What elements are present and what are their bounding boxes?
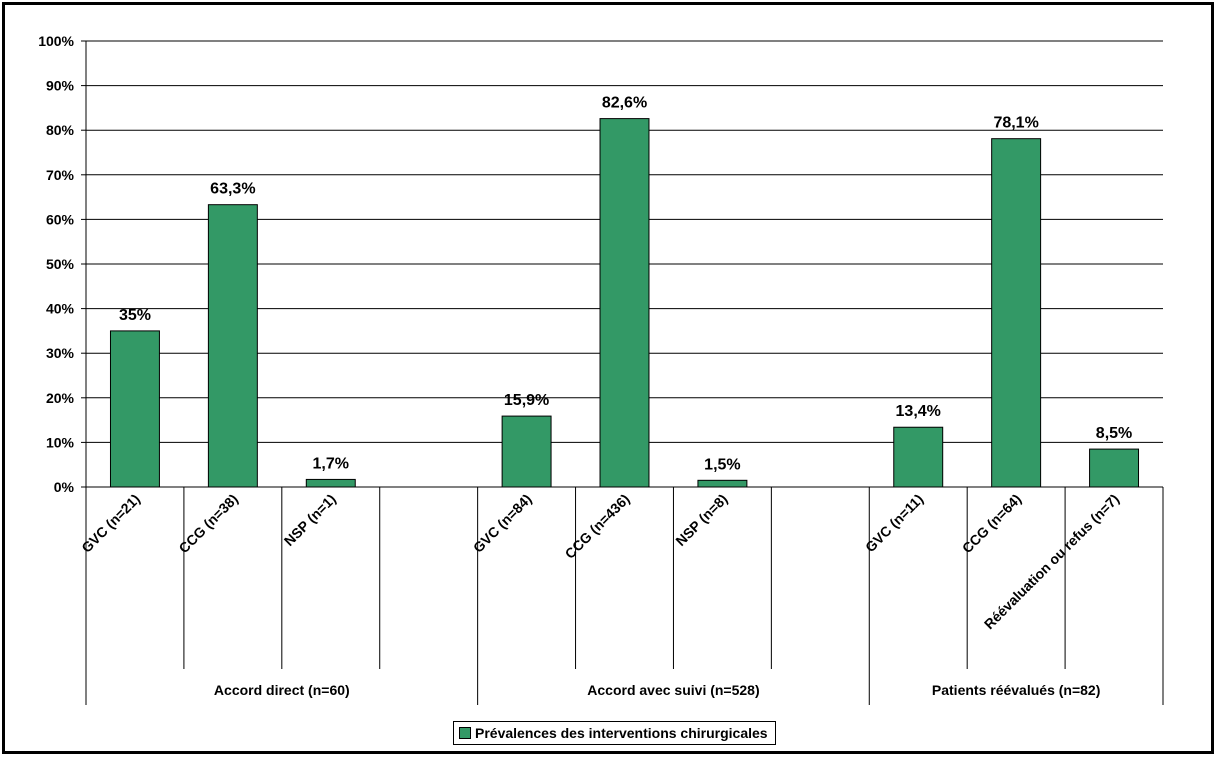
category-label: GVC (n=21) (78, 491, 143, 556)
bar (501, 415, 552, 488)
bar (1089, 448, 1140, 488)
y-tick-label: 30% (46, 345, 75, 361)
group-label: Patients réévalués (n=82) (932, 682, 1100, 698)
category-label: GVC (n=11) (862, 491, 926, 555)
data-labels: 35% 63,3% 1,7% 15,9% 82,6% 1,5% 13,4% 78,1% 8,5% (119, 95, 1132, 474)
legend: Prévalences des interventions chirurgica… (453, 721, 776, 745)
y-tick-label: 90% (46, 78, 75, 94)
category-label: CCG (n=436) (562, 491, 633, 562)
y-tick-label: 100% (38, 33, 74, 49)
y-tick-label: 60% (46, 211, 75, 227)
legend-label: Prévalences des interventions chirurgica… (475, 725, 768, 741)
bar (991, 138, 1042, 488)
category-axis: GVC (n=21) CCG (n=38) NSP (n=1) GVC (n=84) C… (78, 487, 1164, 705)
category-label: CCG (n=38) (175, 491, 240, 556)
category-label: CCG (n=64) (959, 491, 1024, 556)
bar (697, 479, 748, 488)
data-label: 13,4% (896, 403, 941, 420)
y-tick-label: 10% (46, 434, 75, 450)
gridlines (86, 40, 1163, 443)
y-tick-label: 20% (46, 390, 75, 406)
data-label: 15,9% (504, 392, 549, 409)
bar (305, 478, 356, 488)
y-tick-label: 40% (46, 301, 75, 317)
y-tick-label: 80% (46, 122, 75, 138)
data-label: 1,5% (704, 456, 740, 473)
data-label: 82,6% (602, 95, 647, 112)
category-label: GVC (n=84) (470, 491, 535, 556)
category-label: NSP (n=8) (672, 491, 730, 549)
bar (893, 426, 944, 488)
bars (109, 118, 1140, 488)
category-label: NSP (n=1) (281, 491, 339, 549)
legend-swatch (459, 727, 471, 739)
group-label: Accord direct (n=60) (214, 682, 350, 698)
data-label: 78,1% (993, 115, 1038, 132)
y-tick-label: 0% (54, 479, 75, 495)
group-label: Accord avec suivi (n=528) (587, 682, 759, 698)
bar (207, 204, 258, 488)
y-tick-label: 50% (46, 256, 75, 272)
data-label: 1,7% (313, 455, 349, 472)
bar (599, 118, 650, 488)
data-label: 35% (119, 307, 151, 324)
data-label: 8,5% (1096, 425, 1132, 442)
bar (109, 330, 160, 488)
y-tick-label: 70% (46, 167, 75, 183)
data-label: 63,3% (210, 181, 255, 198)
